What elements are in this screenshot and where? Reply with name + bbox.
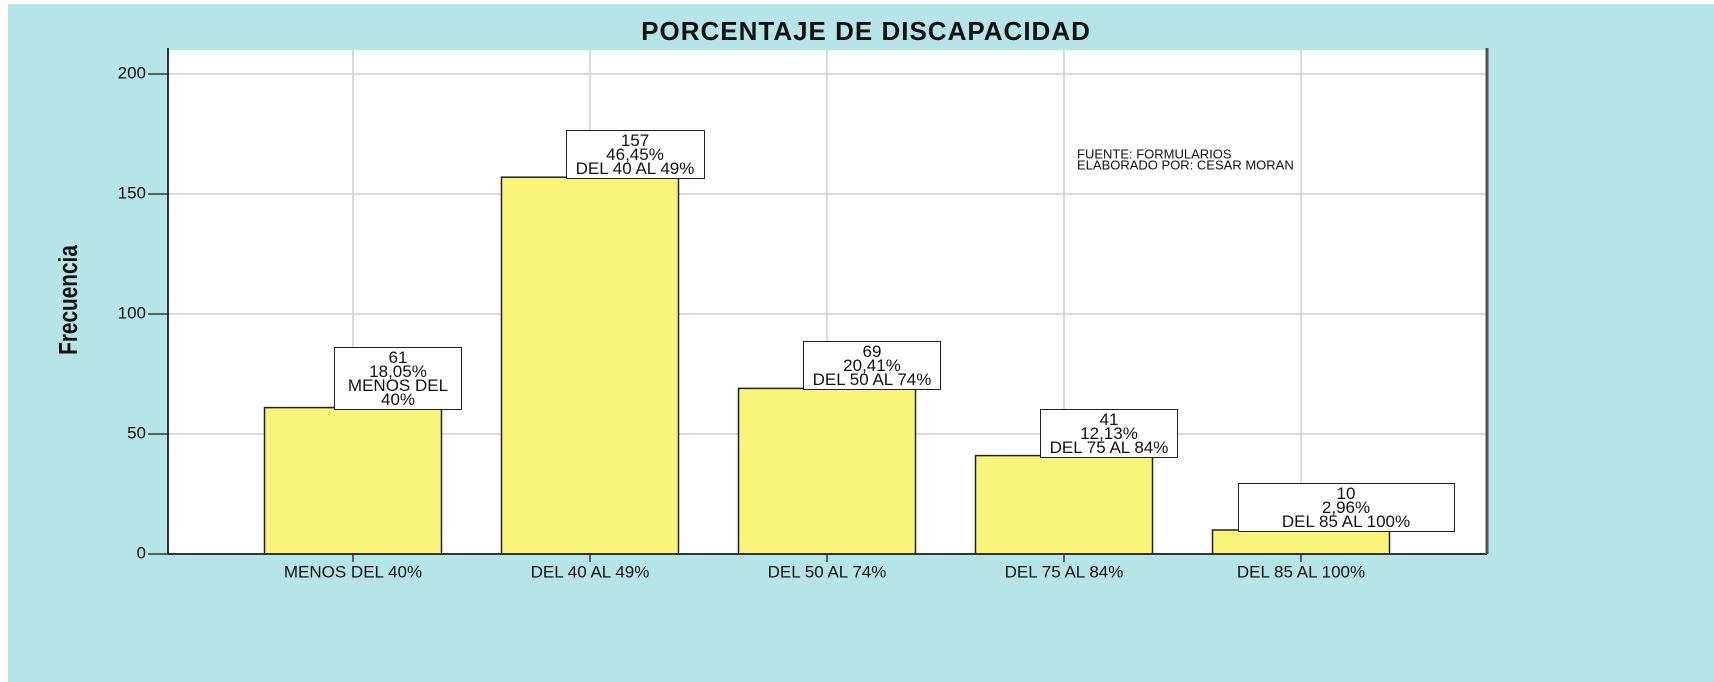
x-tick-label: MENOS DEL 40% xyxy=(284,562,422,581)
data-label: 157 46,45% DEL 40 AL 49% xyxy=(565,130,705,180)
data-label-category: MENOS DEL 40% xyxy=(347,375,449,409)
data-label-category: DEL 40 AL 49% xyxy=(575,159,695,179)
data-label-percent: 12,13% xyxy=(1080,423,1138,443)
y-tick-label: 50 xyxy=(127,423,146,442)
x-tick-label: DEL 75 AL 84% xyxy=(1005,562,1124,581)
data-label-percent: 20,41% xyxy=(843,356,901,376)
data-label-percent: 18,05% xyxy=(369,361,427,381)
bar xyxy=(263,406,443,555)
data-label-count: 69 xyxy=(862,342,882,362)
note: ELABORADO POR: CESAR MORAN xyxy=(1077,157,1294,172)
bar xyxy=(500,176,680,555)
y-tick-label: 200 xyxy=(118,63,146,82)
y-tick-label: 100 xyxy=(118,303,146,322)
data-label-count: 10 xyxy=(1336,484,1356,503)
bar xyxy=(1211,529,1391,555)
data-label: 61 18,05% MENOS DEL 40% xyxy=(334,346,462,410)
y-axis-label: Frecuencia xyxy=(54,244,83,355)
data-label-category: DEL 75 AL 84% xyxy=(1049,437,1169,457)
y-tick-label: 0 xyxy=(137,543,146,562)
chart-title: PORCENTAJE DE DISCAPACIDAD xyxy=(641,16,1091,46)
data-label: 41 12,13% DEL 75 AL 84% xyxy=(1040,408,1178,458)
note: FUENTE: FORMULARIOS xyxy=(1077,146,1232,161)
x-tick-label: DEL 85 AL 100% xyxy=(1237,562,1365,581)
data-label-count: 41 xyxy=(1099,409,1119,429)
data-label-percent: 46,45% xyxy=(606,145,664,165)
data-label-percent: 2,96% xyxy=(1321,498,1371,517)
data-label-count: 61 xyxy=(388,347,408,367)
bar xyxy=(974,454,1154,555)
x-tick-label: DEL 50 AL 74% xyxy=(768,562,887,581)
data-label-count: 157 xyxy=(620,131,650,151)
data-label-category: DEL 50 AL 74% xyxy=(812,370,932,390)
data-label: 10 2,96% DEL 85 AL 100% xyxy=(1237,483,1455,532)
data-label-category: DEL 85 AL 100% xyxy=(1281,512,1411,531)
data-label: 69 20,41% DEL 50 AL 74% xyxy=(803,341,941,391)
y-tick-label: 150 xyxy=(118,183,146,202)
bar xyxy=(737,387,917,555)
x-tick-label: DEL 40 AL 49% xyxy=(531,562,650,581)
